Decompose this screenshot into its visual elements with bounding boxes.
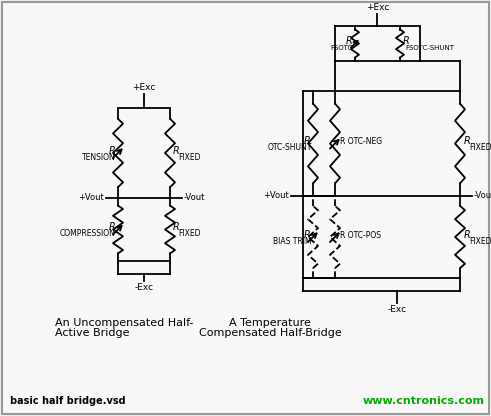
Text: OTC-SHUNT: OTC-SHUNT: [268, 143, 312, 152]
Text: www.cntronics.com: www.cntronics.com: [363, 396, 485, 406]
Text: +Vout: +Vout: [78, 193, 104, 203]
Text: FSOTC: FSOTC: [331, 45, 353, 52]
Text: basic half bridge.vsd: basic half bridge.vsd: [10, 396, 126, 406]
Text: -Exc: -Exc: [135, 283, 154, 292]
Text: R: R: [303, 136, 310, 146]
Text: R OTC-NEG: R OTC-NEG: [340, 137, 382, 146]
Text: A Temperature: A Temperature: [229, 318, 311, 328]
Text: FIXED: FIXED: [178, 153, 200, 161]
Text: R: R: [464, 136, 471, 146]
Text: FSOTC-SHUNT: FSOTC-SHUNT: [405, 45, 454, 52]
Text: R: R: [173, 146, 180, 156]
Text: R OTC-POS: R OTC-POS: [340, 230, 381, 240]
Text: COMPRESSION: COMPRESSION: [60, 229, 116, 238]
Text: Compensated Half-Bridge: Compensated Half-Bridge: [199, 328, 341, 338]
Text: -Vout: -Vout: [184, 193, 205, 203]
Text: R: R: [303, 230, 310, 240]
Text: BIAS TRIM: BIAS TRIM: [273, 237, 312, 245]
Text: R: R: [464, 230, 471, 240]
Text: +Exc: +Exc: [366, 3, 389, 12]
Text: FIXED: FIXED: [178, 229, 200, 238]
Text: Active Bridge: Active Bridge: [55, 328, 130, 338]
Text: +Exc: +Exc: [132, 83, 156, 92]
Text: +Vout: +Vout: [263, 191, 289, 201]
Text: TENSION: TENSION: [82, 153, 116, 161]
Text: An Uncompensated Half-: An Uncompensated Half-: [55, 318, 193, 328]
Text: -Vout: -Vout: [474, 191, 491, 201]
Text: R: R: [403, 37, 410, 47]
Text: R: R: [173, 223, 180, 233]
Text: R: R: [345, 37, 352, 47]
Text: R: R: [108, 223, 115, 233]
Text: FIXED: FIXED: [469, 143, 491, 152]
Text: -Exc: -Exc: [388, 305, 407, 314]
Text: FIXED: FIXED: [469, 237, 491, 245]
Text: R: R: [108, 146, 115, 156]
